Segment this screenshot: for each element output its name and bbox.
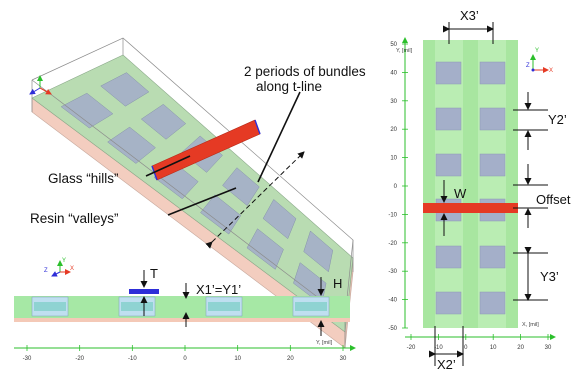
top-dimension-X2	[429, 326, 464, 366]
iso-axis-triad	[29, 75, 52, 95]
side-glass-bundle-core	[295, 302, 327, 311]
side-axis-tick-label: -10	[128, 356, 137, 362]
label-X2: X2’	[437, 357, 456, 372]
side-axis-triad: Y Z X	[44, 258, 74, 277]
top-dimension-Y3	[513, 247, 548, 301]
leader-glass-hills	[145, 155, 191, 177]
top-glass-bundle	[479, 245, 506, 269]
top-y-axis-tick-label: 20	[390, 127, 397, 133]
top-glass-bundle	[435, 291, 462, 315]
top-y-axis-tick-label: 30	[390, 99, 397, 105]
side-axis-tick-label: 10	[234, 356, 241, 362]
top-triad-y-label: Y	[535, 48, 539, 54]
top-dimension-Y2	[513, 92, 548, 150]
side-triad-z-label: Z	[44, 268, 48, 274]
top-x-axis-name: X, [mil]	[522, 322, 539, 328]
top-glass-bundle	[435, 245, 462, 269]
side-triad-y-label: Y	[62, 258, 66, 264]
top-glass-bundle	[479, 153, 506, 177]
top-y-axis-tick-label: 0	[394, 184, 398, 190]
label-glass-hills: Glass “hills”	[48, 171, 119, 186]
side-view: Y Z X T X1’=Y1’ H -30 -20 -10 0 10 20 30 Y, [m…	[14, 258, 356, 362]
top-warp-stripe-left	[435, 40, 463, 328]
top-signal-trace	[423, 203, 518, 213]
side-y-axis-ticks: -30 -20 -10 0 10 20 30	[23, 345, 347, 362]
side-axis-tick-label: 20	[287, 356, 294, 362]
side-axis-tick-label: 30	[340, 356, 347, 362]
side-glass-bundle-core	[121, 302, 153, 311]
side-glass-bundle-core	[208, 302, 240, 311]
label-resin-valleys: Resin “valleys”	[30, 211, 119, 226]
side-substrate-pink	[14, 318, 350, 322]
top-y-axis-ticks: 50 40 30 20 10 0 -10 -20 -30 -40 -50	[388, 42, 408, 332]
top-dimension-Offset	[513, 164, 548, 228]
isometric-board-view	[29, 37, 354, 349]
side-laminate-green	[14, 296, 350, 318]
top-y-axis-tick-label: -10	[388, 212, 397, 218]
label-X3: X3’	[460, 8, 479, 23]
top-y-axis-tick-label: -20	[388, 241, 397, 247]
top-y-axis-tick-label: 10	[390, 156, 397, 162]
top-y-axis-tick-label: -50	[388, 326, 397, 332]
top-warp-stripe-right	[478, 40, 506, 328]
label-periods-line2: along t-line	[256, 79, 322, 94]
side-trace-marker	[129, 289, 159, 294]
top-x-axis-tick-label: -20	[407, 345, 416, 351]
top-glass-bundle	[479, 61, 506, 85]
side-glass-bundle-core	[34, 302, 66, 311]
label-H: H	[333, 276, 342, 291]
label-Offset: Offset	[536, 192, 571, 207]
top-glass-bundle	[479, 107, 506, 131]
top-x-axis-tick-label: 10	[490, 345, 497, 351]
iso-glass-bundle	[303, 230, 334, 273]
top-glass-bundle	[435, 107, 462, 131]
top-glass-bundle	[435, 61, 462, 85]
label-Y3: Y3’	[540, 269, 559, 284]
top-glass-bundle	[435, 153, 462, 177]
top-x-axis-tick-label: 0	[464, 345, 468, 351]
top-x-axis-tick-label: -10	[434, 345, 443, 351]
top-axis-triad: Y Z X	[526, 48, 553, 74]
top-dimension-X3	[443, 22, 494, 44]
top-x-axis-tick-label: 20	[517, 345, 524, 351]
iso-glass-bundle	[100, 72, 150, 107]
iso-glass-bundle	[140, 103, 187, 140]
leader-resin-valleys	[167, 187, 237, 216]
top-glass-bundle	[479, 291, 506, 315]
iso-glass-bundle	[107, 126, 156, 164]
label-X1-Y1: X1’=Y1’	[196, 282, 241, 297]
top-triad-z-label: Z	[526, 63, 530, 69]
side-glass-bundles	[31, 296, 330, 317]
label-W: W	[454, 186, 467, 201]
side-y-axis-name: Y, [mil]	[316, 340, 333, 346]
label-periods-line1: 2 periods of bundles	[244, 64, 366, 79]
leader-periods	[257, 91, 301, 183]
side-axis-tick-label: -30	[23, 356, 32, 362]
top-y-axis-tick-label: 40	[390, 70, 397, 76]
side-axis-tick-label: 0	[183, 356, 187, 362]
top-triad-x-label: X	[549, 68, 553, 74]
top-y-axis-tick-label: -40	[388, 298, 397, 304]
side-triad-x-label: X	[70, 266, 74, 272]
top-y-axis-name: Y, [mil]	[396, 48, 413, 54]
iso-period-dimension-arrow	[205, 151, 305, 249]
label-T: T	[150, 266, 158, 281]
label-Y2: Y2’	[548, 112, 567, 127]
top-y-axis-tick-label: -30	[388, 269, 397, 275]
top-x-axis-ticks: -20 -10 0 10 20 30	[407, 334, 552, 351]
side-axis-tick-label: -20	[75, 356, 84, 362]
iso-glass-bundle	[60, 92, 114, 129]
top-x-axis-tick-label: 30	[545, 345, 552, 351]
top-y-axis-tick-label: 50	[390, 42, 397, 48]
